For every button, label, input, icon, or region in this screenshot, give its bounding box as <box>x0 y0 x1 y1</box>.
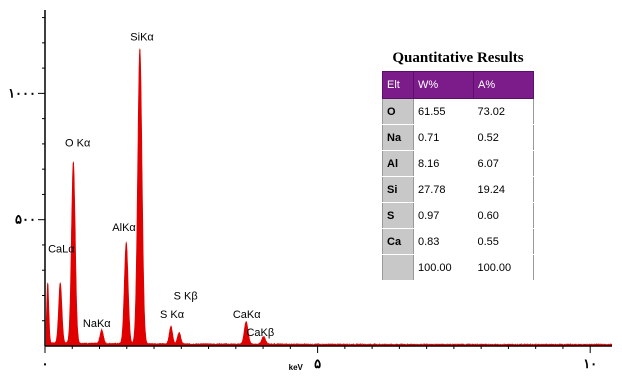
x-axis-unit: keV <box>289 363 304 372</box>
atomic-cell: 0.52 <box>473 124 534 151</box>
element-cell: Al <box>382 150 414 177</box>
results-total-row: 100.00 100.00 <box>382 254 534 281</box>
element-cell: O <box>382 98 414 125</box>
peak-annotations: SiKα O Kα AlKα CaLα NaKα S Kβ S Kα CaKα CaKβ <box>48 31 274 339</box>
y-tick-label: ۱۰۰۰ <box>8 86 36 101</box>
weight-cell: 27.78 <box>413 176 474 203</box>
axes: ۰ ۵ ۱۰ ۵۰۰ ۱۰۰۰ keV <box>8 10 612 372</box>
peak-label: CaKα <box>233 309 261 321</box>
element-cell: Ca <box>382 228 414 255</box>
peak-label: CaKβ <box>246 327 274 339</box>
element-cell: Na <box>382 124 414 151</box>
results-row: Ca 0.83 0.55 <box>382 228 534 255</box>
element-cell: Si <box>382 176 414 203</box>
atomic-cell: 0.55 <box>473 228 534 255</box>
peak-label: SiKα <box>130 31 154 43</box>
results-row: Al 8.16 6.07 <box>382 150 534 177</box>
y-tick-label: ۵۰۰ <box>15 213 36 228</box>
peak-apex <box>47 284 49 286</box>
peak-apex <box>245 322 247 324</box>
peak-apex <box>125 244 127 246</box>
x-tick-label: ۱۰ <box>583 357 597 372</box>
results-table: Elt W% A% O 61.55 73.02 Na 0.71 0.52 Al … <box>382 71 534 281</box>
x-tick-label: ۰ <box>42 357 49 372</box>
weight-total-cell: 100.00 <box>413 254 474 281</box>
element-cell <box>382 254 414 281</box>
peak-label: S Kβ <box>174 290 198 302</box>
header-atomic-percent: A% <box>473 71 534 99</box>
peak-label: CaLα <box>48 244 75 256</box>
element-cell: S <box>382 202 414 229</box>
quantitative-results-panel: Quantitative Results Elt W% A% O 61.55 7… <box>378 50 538 281</box>
plot-area <box>45 48 612 347</box>
atomic-cell: 73.02 <box>473 98 534 125</box>
atomic-total-cell: 100.00 <box>473 254 534 281</box>
peak-apex <box>170 327 172 329</box>
atomic-cell: 0.60 <box>473 202 534 229</box>
weight-cell: 0.71 <box>413 124 474 151</box>
peak-apex <box>59 284 61 286</box>
weight-cell: 0.97 <box>413 202 474 229</box>
peak-label: NaKα <box>83 318 111 330</box>
header-weight-percent: W% <box>413 71 474 99</box>
peak-label: O Kα <box>65 137 91 149</box>
spectrum-area <box>45 48 612 347</box>
weight-cell: 61.55 <box>413 98 474 125</box>
results-row: O 61.55 73.02 <box>382 98 534 125</box>
peak-apex <box>178 334 180 336</box>
atomic-cell: 19.24 <box>473 176 534 203</box>
weight-cell: 0.83 <box>413 228 474 255</box>
results-header-row: Elt W% A% <box>382 71 534 99</box>
atomic-cell: 6.07 <box>473 150 534 177</box>
weight-cell: 8.16 <box>413 150 474 177</box>
results-row: Si 27.78 19.24 <box>382 176 534 203</box>
peak-apex <box>139 49 141 52</box>
peak-label: AlKα <box>112 222 136 234</box>
peak-apex <box>263 337 265 340</box>
x-tick-label: ۵ <box>314 357 321 372</box>
peak-apex <box>72 163 74 165</box>
peak-label: S Kα <box>160 309 185 321</box>
results-row: Na 0.71 0.52 <box>382 124 534 151</box>
peak-apex <box>101 331 103 333</box>
results-title: Quantitative Results <box>392 50 524 66</box>
header-elt: Elt <box>382 71 414 99</box>
results-row: S 0.97 0.60 <box>382 202 534 229</box>
